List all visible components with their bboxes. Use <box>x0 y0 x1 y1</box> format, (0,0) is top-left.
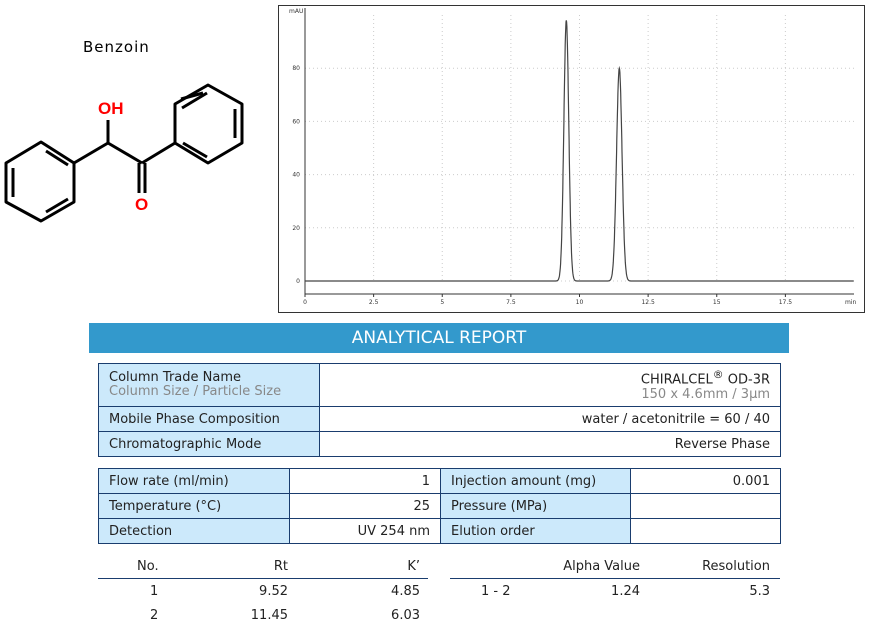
x-tick-label: 5 <box>440 299 444 306</box>
header-resolution: Resolution <box>702 559 770 574</box>
column-name: CHIRALCEL <box>640 372 713 388</box>
injection-label: Injection amount (mg) <box>440 468 631 494</box>
mobile-phase-value: water / acetonitrile = 60 / 40 <box>319 406 781 432</box>
row2-no: 2 <box>150 608 159 623</box>
column-label-cell: Column Trade Name Column Size / Particle… <box>98 363 320 407</box>
detection-value: UV 254 nm <box>289 518 441 544</box>
row2-rt: 11.45 <box>250 608 288 623</box>
header-rt: Rt <box>273 559 288 574</box>
row1-no: 1 <box>150 584 159 599</box>
divider <box>450 578 780 579</box>
temperature-value: 25 <box>289 493 441 519</box>
x-tick-label: 17.5 <box>779 299 793 306</box>
pressure-value <box>630 493 781 519</box>
column-size-label: Column Size / Particle Size <box>109 384 282 399</box>
flow-rate-label: Flow rate (ml/min) <box>98 468 290 494</box>
flow-rate-value: 1 <box>289 468 441 494</box>
x-tick-label: 7.5 <box>506 299 516 306</box>
x-tick-label: 0 <box>303 299 307 306</box>
oh-label: OH <box>98 99 124 118</box>
y-tick-label: 0 <box>296 278 300 285</box>
benzoin-structure: OH O <box>4 83 244 223</box>
x-tick-label: 15 <box>713 299 721 306</box>
bond <box>141 141 176 165</box>
y-tick-label: 60 <box>292 118 300 125</box>
header-k: K’ <box>407 559 420 574</box>
bond <box>107 141 143 165</box>
divider <box>98 578 428 579</box>
o-label: O <box>135 195 148 214</box>
x-tick-label: 2.5 <box>369 299 379 306</box>
header-alpha: Alpha Value <box>563 559 640 574</box>
chromatogram-frame <box>278 5 865 313</box>
row1-rt: 9.52 <box>259 584 288 599</box>
column-info-table: Column Trade Name Column Size / Particle… <box>98 363 781 457</box>
pressure-label: Pressure (MPa) <box>440 493 631 519</box>
alpha-value: 1.24 <box>611 584 640 599</box>
header-no: No. <box>137 559 159 574</box>
y-axis-label: mAU <box>289 8 303 15</box>
mode-label: Chromatographic Mode <box>98 431 320 457</box>
chromatogram-trace <box>305 20 854 282</box>
column-value-cell: CHIRALCEL® OD-3R 150 x 4.6mm / 3µm <box>319 363 781 407</box>
column-size-value: 150 x 4.6mm / 3µm <box>641 386 770 402</box>
y-tick-label: 20 <box>292 225 300 232</box>
x-tick-label: 12.5 <box>641 299 655 306</box>
report-banner: ANALYTICAL REPORT <box>89 323 789 353</box>
detection-label: Detection <box>98 518 290 544</box>
x-axis-label: min <box>845 299 857 306</box>
injection-value: 0.001 <box>630 468 781 494</box>
column-trade-name-label: Column Trade Name <box>109 370 241 385</box>
y-tick-label: 40 <box>292 172 300 179</box>
resolution-value: 5.3 <box>749 584 770 599</box>
mode-value: Reverse Phase <box>319 431 781 457</box>
y-tick-label: 80 <box>292 65 300 72</box>
conditions-table: Flow rate (ml/min) 1 Injection amount (m… <box>98 468 781 544</box>
elution-order-value <box>630 518 781 544</box>
x-tick-label: 10 <box>576 299 584 306</box>
registered-mark: ® <box>712 368 724 382</box>
row1-k: 4.85 <box>391 584 420 599</box>
row2-k: 6.03 <box>391 608 420 623</box>
elution-order-label: Elution order <box>440 518 631 544</box>
column-model: OD-3R <box>723 372 770 388</box>
bond <box>73 141 109 165</box>
chromatogram: 0 20 40 60 80 0 2.5 5 7.5 10 12.5 15 17.5 mAU min <box>289 8 857 306</box>
pair-label: 1 - 2 <box>481 584 511 599</box>
compound-name: Benzoin <box>83 38 150 56</box>
right-phenyl-ring <box>173 83 244 165</box>
temperature-label: Temperature (°C) <box>98 493 290 519</box>
mobile-phase-label: Mobile Phase Composition <box>98 406 320 432</box>
